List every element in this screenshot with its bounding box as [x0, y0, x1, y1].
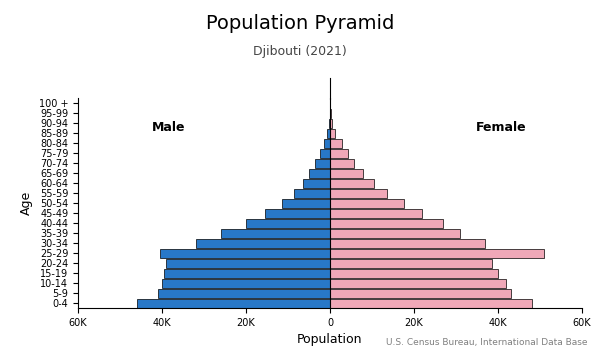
Bar: [330, 279, 506, 287]
Bar: [162, 279, 330, 287]
Bar: [330, 178, 374, 188]
Bar: [295, 189, 330, 197]
X-axis label: Population: Population: [297, 333, 363, 346]
Bar: [330, 299, 532, 308]
Bar: [330, 128, 335, 138]
Bar: [330, 168, 363, 177]
Bar: [158, 288, 330, 298]
Bar: [330, 198, 404, 208]
Y-axis label: Age: Age: [20, 191, 33, 215]
Bar: [330, 209, 422, 217]
Bar: [324, 139, 330, 147]
Bar: [330, 229, 460, 238]
Bar: [316, 159, 330, 168]
Bar: [196, 238, 330, 247]
Bar: [330, 288, 511, 298]
Bar: [246, 218, 330, 228]
Text: Djibouti (2021): Djibouti (2021): [253, 46, 347, 58]
Bar: [320, 148, 330, 158]
Bar: [330, 248, 544, 258]
Bar: [330, 119, 332, 127]
Bar: [137, 299, 330, 308]
Bar: [330, 218, 443, 228]
Bar: [330, 268, 498, 278]
Bar: [164, 268, 330, 278]
Bar: [330, 189, 387, 197]
Bar: [327, 128, 330, 138]
Bar: [330, 148, 347, 158]
Bar: [330, 139, 342, 147]
Bar: [329, 119, 330, 127]
Bar: [330, 159, 355, 168]
Text: U.S. Census Bureau, International Data Base: U.S. Census Bureau, International Data B…: [386, 337, 588, 346]
Bar: [160, 248, 330, 258]
Bar: [282, 198, 330, 208]
Bar: [330, 259, 492, 267]
Bar: [330, 238, 485, 247]
Bar: [309, 168, 330, 177]
Bar: [166, 259, 330, 267]
Bar: [265, 209, 330, 217]
Text: Male: Male: [152, 121, 185, 134]
Bar: [221, 229, 330, 238]
Text: Population Pyramid: Population Pyramid: [206, 14, 394, 33]
Bar: [303, 178, 330, 188]
Text: Female: Female: [476, 121, 527, 134]
